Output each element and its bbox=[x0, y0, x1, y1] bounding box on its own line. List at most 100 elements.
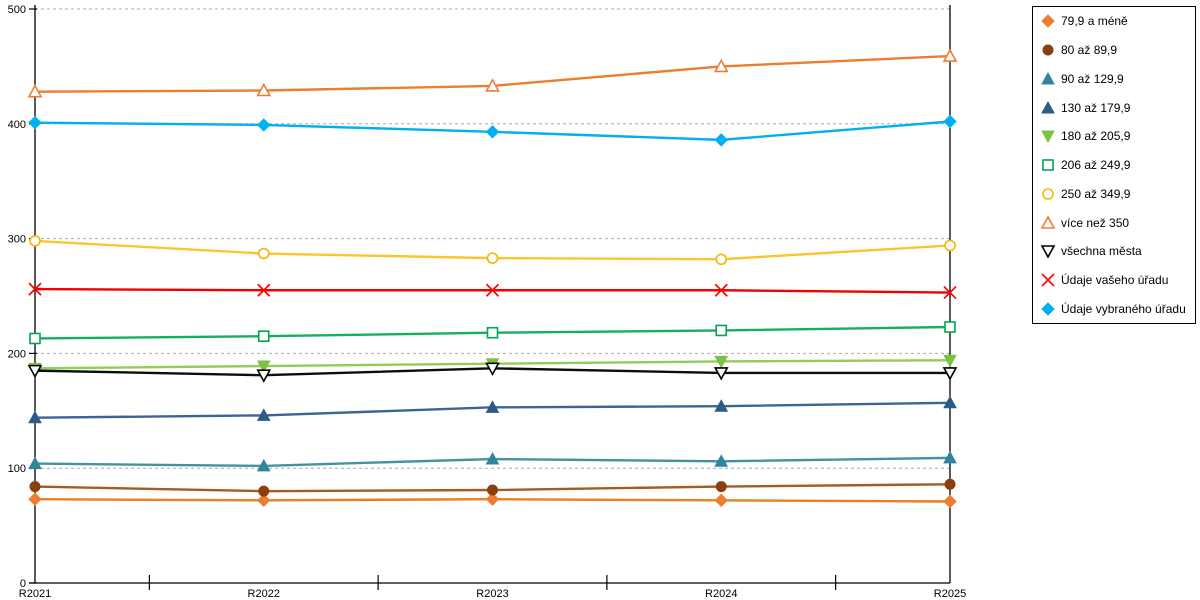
triangle-up-open-marker-icon bbox=[942, 48, 958, 62]
x-category-label: R2021 bbox=[19, 588, 51, 600]
triangle-up-open-marker-icon bbox=[27, 83, 43, 98]
triangle-down-open-marker-icon bbox=[713, 367, 729, 381]
triangle-up-open-marker-icon bbox=[256, 82, 272, 97]
diamond-filled-marker-icon bbox=[943, 114, 957, 129]
legend-item: více než 350 bbox=[1040, 208, 1195, 237]
y-tick-label: 200 bbox=[8, 348, 26, 360]
square-open-marker-icon bbox=[486, 326, 499, 339]
legend-item: všechna města bbox=[1040, 237, 1195, 266]
square-open-marker-icon bbox=[715, 324, 728, 337]
legend-item: Údaje vybraného úřadu bbox=[1040, 294, 1195, 323]
triangle-up-open-marker-icon bbox=[1040, 214, 1056, 229]
x-category-label: R2025 bbox=[934, 588, 966, 600]
legend-item: 206 až 249,9 bbox=[1040, 151, 1195, 180]
square-open-marker-icon bbox=[1042, 159, 1054, 171]
x-marker-icon bbox=[714, 283, 728, 297]
diamond-filled-marker-icon bbox=[257, 493, 271, 508]
y-tick-label: 0 bbox=[20, 578, 26, 590]
triangle-up-filled-marker-icon bbox=[256, 458, 271, 472]
legend-marker-icon bbox=[1041, 273, 1055, 287]
circle-open-marker-icon bbox=[29, 235, 41, 247]
triangle-up-filled-marker-icon bbox=[714, 454, 729, 467]
legend-marker-icon bbox=[1041, 100, 1055, 114]
legend-item-label: 250 až 349,9 bbox=[1061, 186, 1131, 201]
circle-filled-marker-icon bbox=[487, 484, 498, 496]
circle-open-marker-icon bbox=[944, 239, 956, 252]
triangle-down-filled-marker-icon bbox=[714, 355, 729, 369]
circle-filled-marker-icon bbox=[715, 481, 727, 493]
circle-open-marker-icon bbox=[715, 253, 728, 266]
x-marker-icon bbox=[485, 283, 500, 297]
circle-filled-marker-icon bbox=[944, 478, 956, 490]
triangle-down-open-marker-icon bbox=[485, 362, 500, 376]
legend-marker-icon bbox=[1041, 130, 1055, 144]
diamond-filled-marker-icon bbox=[943, 494, 957, 509]
legend-item: 79,9 a méně bbox=[1040, 7, 1195, 36]
x-marker-icon bbox=[257, 283, 271, 297]
circle-open-marker-icon bbox=[257, 247, 270, 260]
circle-open-marker-icon bbox=[486, 252, 499, 264]
diamond-filled-marker-icon bbox=[714, 133, 728, 147]
square-open-marker-icon bbox=[944, 321, 956, 333]
square-open-marker-icon bbox=[29, 332, 41, 345]
triangle-down-open-marker-icon bbox=[1040, 245, 1056, 259]
legend-marker-icon bbox=[1041, 14, 1055, 29]
triangle-up-filled-marker-icon bbox=[28, 410, 42, 424]
legend-item-label: 180 až 205,9 bbox=[1061, 129, 1131, 144]
legend-item-label: více než 350 bbox=[1061, 215, 1130, 230]
legend-item-label: 80 až 89,9 bbox=[1061, 43, 1118, 58]
legend-marker-icon bbox=[1042, 44, 1054, 56]
legend-marker-icon bbox=[1041, 71, 1055, 85]
legend-item-label: 130 až 179,9 bbox=[1061, 100, 1131, 115]
triangle-down-open-marker-icon bbox=[256, 369, 272, 383]
y-tick-label: 400 bbox=[8, 119, 26, 131]
triangle-down-filled-marker-icon bbox=[943, 354, 957, 368]
legend-item-label: 79,9 a méně bbox=[1061, 14, 1128, 29]
circle-filled-marker-icon bbox=[258, 485, 270, 497]
diamond-filled-marker-icon bbox=[28, 492, 42, 506]
legend-marker-icon bbox=[1040, 214, 1056, 229]
legend-marker-icon bbox=[1042, 159, 1054, 171]
y-tick-label: 100 bbox=[8, 463, 26, 475]
diamond-filled-marker-icon bbox=[714, 493, 728, 508]
triangle-up-filled-marker-icon bbox=[714, 399, 729, 412]
x-marker-icon bbox=[1041, 273, 1055, 287]
legend-item-label: 90 až 129,9 bbox=[1061, 71, 1124, 86]
legend: 79,9 a méně 80 až 89,9 90 až 129,9 130 až 1… bbox=[1032, 6, 1196, 324]
triangle-up-filled-marker-icon bbox=[943, 395, 957, 409]
diamond-filled-marker-icon bbox=[1041, 14, 1055, 29]
legend-item-label: Údaje vašeho úřadu bbox=[1061, 272, 1169, 287]
x-marker-icon bbox=[28, 282, 42, 296]
triangle-down-filled-marker-icon bbox=[1041, 130, 1055, 144]
legend-item: 80 až 89,9 bbox=[1040, 36, 1195, 65]
legend-marker-icon bbox=[1042, 187, 1054, 200]
circle-filled-marker-icon bbox=[1042, 44, 1054, 56]
legend-item-label: všechna města bbox=[1061, 244, 1142, 259]
diamond-filled-marker-icon bbox=[1041, 301, 1055, 316]
x-marker-icon bbox=[943, 285, 957, 300]
legend-item: 180 až 205,9 bbox=[1040, 122, 1195, 151]
legend-item: 130 až 179,9 bbox=[1040, 93, 1195, 122]
diamond-filled-marker-icon bbox=[485, 125, 500, 139]
triangle-up-open-marker-icon bbox=[713, 58, 729, 73]
triangle-down-filled-marker-icon bbox=[256, 360, 271, 374]
triangle-up-filled-marker-icon bbox=[1041, 71, 1055, 85]
diamond-filled-marker-icon bbox=[257, 118, 271, 132]
y-tick-label: 300 bbox=[8, 234, 26, 246]
triangle-up-filled-marker-icon bbox=[1041, 100, 1055, 114]
x-category-label: R2024 bbox=[705, 588, 737, 600]
x-category-label: R2022 bbox=[248, 588, 280, 600]
square-open-marker-icon bbox=[257, 330, 270, 342]
y-tick-label: 500 bbox=[8, 4, 26, 16]
triangle-up-filled-marker-icon bbox=[943, 450, 957, 464]
triangle-up-filled-marker-icon bbox=[485, 451, 500, 465]
legend-item: 90 až 129,9 bbox=[1040, 64, 1195, 93]
diamond-filled-marker-icon bbox=[28, 115, 42, 130]
legend-marker-icon bbox=[1041, 301, 1055, 316]
legend-marker-icon bbox=[1040, 245, 1056, 259]
triangle-down-open-marker-icon bbox=[942, 367, 958, 381]
circle-filled-marker-icon bbox=[29, 481, 41, 493]
legend-item: Údaje vašeho úřadu bbox=[1040, 266, 1195, 295]
triangle-down-open-marker-icon bbox=[27, 364, 43, 379]
